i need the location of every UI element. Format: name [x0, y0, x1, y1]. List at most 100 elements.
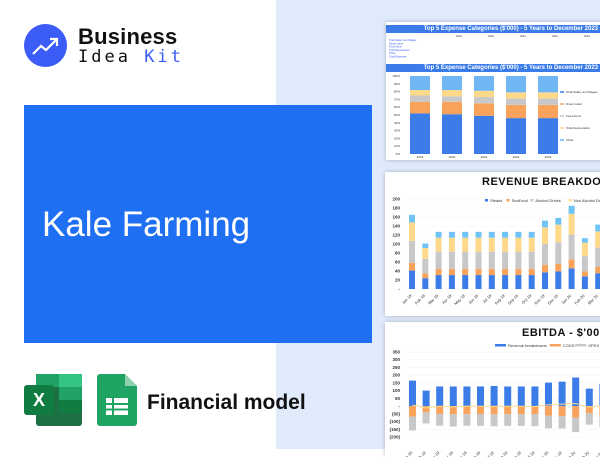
table-header: 2020 — [488, 34, 494, 38]
bar-segment — [409, 215, 415, 223]
bar-segment — [491, 414, 498, 426]
bar-segment — [538, 105, 558, 118]
bar-segment — [450, 386, 457, 406]
y-tick-label: 300 — [392, 357, 400, 362]
x-tick-label: Nov 19 — [537, 450, 550, 457]
x-tick-label: May 19 — [455, 450, 468, 457]
brand-idea: Idea — [78, 47, 144, 67]
x-tick-label: Sep 19 — [507, 293, 520, 306]
bar-segment — [422, 244, 428, 249]
y-tick-label: 30% — [394, 129, 400, 133]
bar-segment — [586, 389, 593, 406]
bar-segment — [572, 418, 579, 432]
table-row-label: Total Expenses — [389, 55, 407, 59]
bar-segment — [515, 252, 521, 269]
bar-segment — [555, 242, 561, 264]
y-tick-label: 60% — [394, 105, 400, 109]
y-tick-label: (200) — [389, 435, 400, 440]
y-tick-label: 20 — [395, 278, 401, 283]
y-tick-label: (50) — [392, 411, 401, 416]
ebitda-chart: (200)(150)(100)(50)-50100150200250300350… — [385, 322, 600, 457]
bar-segment — [410, 113, 430, 154]
y-tick-label: 200 — [392, 373, 400, 378]
legend-swatch — [575, 344, 586, 347]
bar-segment — [474, 116, 494, 154]
y-tick-label: 100% — [392, 74, 400, 78]
x-tick-label: 2019 — [417, 155, 424, 159]
legend-swatch — [507, 199, 510, 202]
bar-segment — [502, 232, 508, 238]
bar-segment — [586, 413, 593, 424]
x-tick-label: Dec 19 — [547, 293, 560, 306]
bar-segment — [476, 275, 482, 289]
bar-segment — [518, 386, 525, 406]
y-tick-label: 60 — [395, 260, 401, 265]
x-tick-label: Dec 19 — [550, 450, 563, 457]
x-tick-label: Jan 19 — [401, 450, 414, 457]
bar-segment — [462, 275, 468, 289]
y-tick-label: 40% — [394, 121, 400, 125]
legend-label: Revenue breakdowns — [508, 343, 547, 348]
legend-swatch — [495, 344, 506, 347]
bar-segment — [538, 76, 558, 92]
bar-segment — [529, 238, 535, 252]
bar-segment — [559, 406, 566, 416]
y-tick-label: 10% — [394, 144, 400, 148]
bar-segment — [538, 92, 558, 98]
legend-label: Alcohol Drinks — [535, 198, 561, 203]
bar-segment — [502, 275, 508, 289]
bar-segment — [542, 221, 548, 228]
y-tick-label: (100) — [389, 419, 400, 424]
x-tick-label: 2022 — [513, 155, 520, 159]
bar-segment — [489, 269, 495, 275]
x-tick-label: Jan 19 — [401, 293, 414, 306]
bar-segment — [538, 118, 558, 154]
bar-segment — [595, 273, 600, 289]
y-tick-label: 50 — [395, 396, 401, 401]
bar-segment — [491, 386, 498, 406]
bar-segment — [542, 227, 548, 244]
bar-segment — [436, 386, 443, 406]
bar-segment — [463, 386, 470, 406]
table-header: 2023 — [584, 34, 590, 38]
bar-segment — [518, 406, 525, 414]
bar-segment — [476, 252, 482, 269]
legend-label: Other — [566, 138, 574, 142]
bar-segment — [477, 406, 484, 414]
table-header: 2021 — [520, 34, 526, 38]
bar-segment — [422, 278, 428, 289]
bar-segment — [489, 275, 495, 289]
bar-segment — [436, 406, 443, 414]
bar-segment — [545, 416, 552, 429]
bar-segment — [450, 414, 457, 426]
bar-segment — [545, 383, 552, 406]
brand-kit: Kit — [144, 47, 184, 67]
x-tick-label: Apr 19 — [441, 293, 453, 305]
bar-segment — [476, 238, 482, 252]
y-tick-label: 40 — [395, 269, 401, 274]
x-tick-label: 2021 — [481, 155, 488, 159]
bar-segment — [491, 406, 498, 414]
bar-segment — [529, 275, 535, 289]
legend-label: COGS — [563, 343, 575, 348]
bar-segment — [559, 416, 566, 428]
bar-segment — [442, 90, 462, 96]
y-tick-label: 350 — [392, 350, 400, 355]
y-tick-label: - — [399, 287, 401, 292]
bar-segment — [582, 271, 588, 276]
title-banner: Kale Farming — [24, 105, 372, 343]
bar-segment — [409, 417, 416, 431]
x-tick-label: Mar 19 — [428, 450, 441, 457]
brand-name-line2: Idea Kit — [78, 49, 184, 66]
bar-segment — [529, 232, 535, 238]
bar-segment — [410, 90, 430, 95]
legend-label: Total Salary and Wages — [566, 90, 598, 94]
bar-segment — [422, 259, 428, 273]
legend-label: Non Alcohol Drinks — [574, 198, 600, 203]
bar-segment — [474, 91, 494, 97]
bar-segment — [515, 269, 521, 275]
bar-segment — [423, 391, 430, 406]
bar-segment — [436, 232, 442, 238]
bar-segment — [462, 232, 468, 238]
bar-segment — [569, 235, 575, 260]
